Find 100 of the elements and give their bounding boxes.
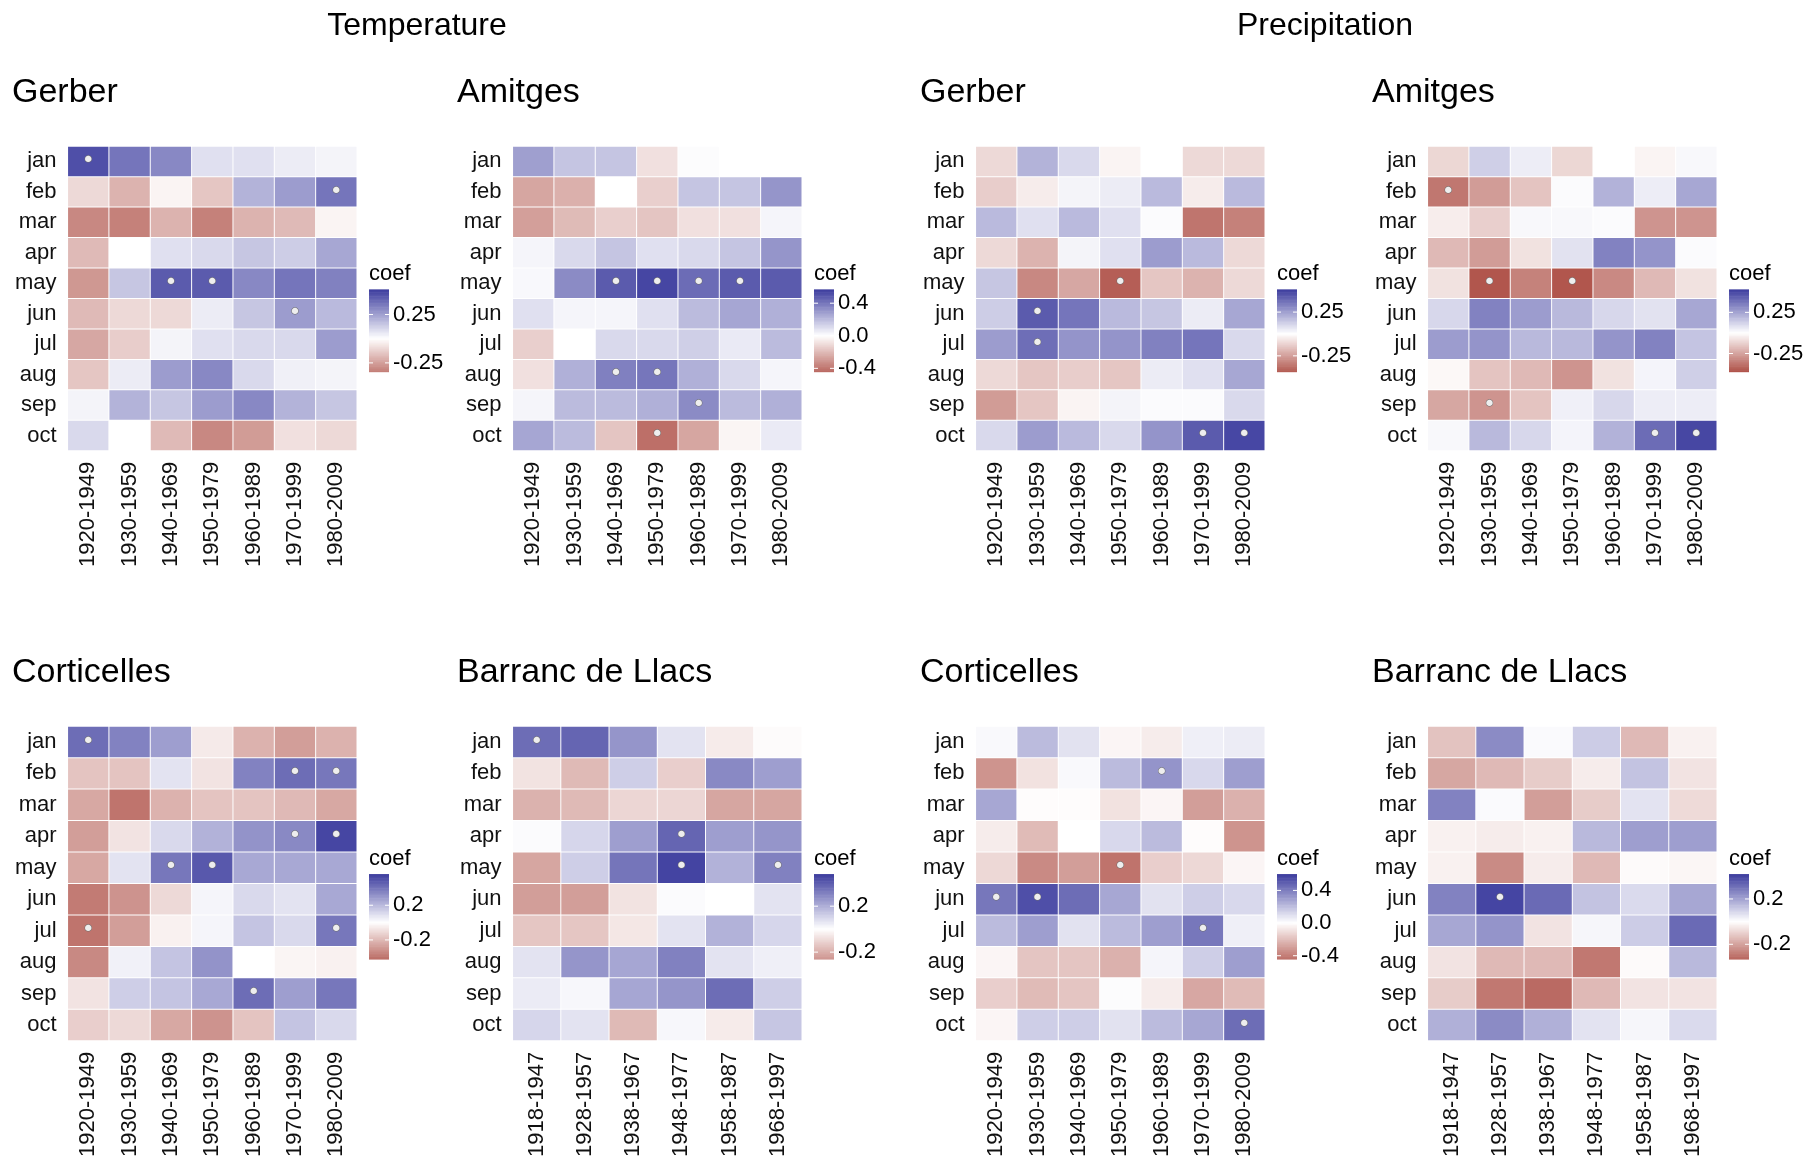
y-tick-label: feb xyxy=(933,177,965,203)
y-tick-label: jan xyxy=(26,147,57,173)
x-tick-label: 1938-1967 xyxy=(1534,1051,1560,1158)
color-bar-title: coef xyxy=(369,260,412,286)
y-tick-label: sep xyxy=(21,391,57,417)
y-tick-label: oct xyxy=(935,421,965,447)
x-tick-label: 1980-2009 xyxy=(1230,461,1256,568)
data-label: • xyxy=(674,822,688,848)
data-label: • xyxy=(650,360,664,386)
x-tick-label: 1930-1959 xyxy=(560,461,586,568)
chart-title: Corticelles xyxy=(920,650,1080,691)
x-tick-label: 1950-1979 xyxy=(1558,461,1584,568)
color-bar-title: coef xyxy=(814,845,857,871)
data-label: • xyxy=(989,884,1003,910)
y-tick-label: feb xyxy=(470,759,502,785)
data-label: • xyxy=(1483,390,1497,416)
color-bar-label: -0.25 xyxy=(1301,341,1352,367)
data-label: • xyxy=(1031,329,1045,355)
y-tick-label: mar xyxy=(1378,208,1417,234)
x-tick-label: 1918-1947 xyxy=(522,1051,548,1158)
y-tick-label: jul xyxy=(1393,916,1417,942)
y-tick-label: may xyxy=(460,853,502,879)
y-tick-label: jul xyxy=(941,916,965,942)
y-tick-label: jul xyxy=(33,916,57,942)
y-tick-label: jan xyxy=(1386,727,1417,753)
data-label: • xyxy=(1196,421,1210,447)
chart-title: Gerber xyxy=(12,71,118,109)
y-tick-label: feb xyxy=(25,759,57,785)
color-bar-label: -0.25 xyxy=(1753,339,1804,365)
data-label: • xyxy=(247,979,261,1005)
x-tick-label: 1920-1949 xyxy=(1434,461,1460,568)
color-bar-label: 0.25 xyxy=(393,300,436,326)
y-tick-label: aug xyxy=(1379,360,1417,386)
x-tick-label: 1968-1997 xyxy=(1678,1051,1704,1158)
data-label: • xyxy=(1237,421,1251,447)
y-tick-label: mar xyxy=(926,790,965,816)
y-tick-label: feb xyxy=(470,177,502,203)
y-tick-label: mar xyxy=(463,208,502,234)
y-tick-label: oct xyxy=(27,421,57,447)
y-tick-label: apr xyxy=(24,238,57,264)
y-tick-label: jun xyxy=(471,299,502,325)
y-tick-label: sep xyxy=(1381,391,1417,417)
x-tick-label: 1980-2009 xyxy=(1682,461,1708,568)
y-tick-label: jun xyxy=(26,885,57,911)
color-bar-label: 0.2 xyxy=(393,891,424,917)
data-label: • xyxy=(530,727,544,753)
data-label: • xyxy=(692,268,706,294)
chart-title: Barranc de Llacs xyxy=(457,650,714,691)
data-label: • xyxy=(1155,759,1169,785)
color-bar-label: -0.25 xyxy=(393,348,444,374)
y-tick-label: jun xyxy=(1386,885,1417,911)
x-tick-label: 1930-1959 xyxy=(1023,1051,1049,1158)
data-label: • xyxy=(1648,421,1662,447)
x-tick-label: 1920-1949 xyxy=(74,1051,100,1158)
x-tick-label: 1928-1957 xyxy=(570,1051,596,1158)
y-tick-label: apr xyxy=(932,822,965,848)
color-bar-title: coef xyxy=(1729,845,1772,871)
x-tick-label: 1940-1969 xyxy=(1064,1051,1090,1158)
x-tick-label: 1948-1977 xyxy=(1582,1051,1608,1158)
text: Temperature xyxy=(326,6,508,43)
y-tick-label: jun xyxy=(26,299,57,325)
color-bar-title: coef xyxy=(369,845,412,871)
y-tick-label: oct xyxy=(1387,1011,1417,1037)
data-label: • xyxy=(733,268,747,294)
y-tick-label: oct xyxy=(472,421,502,447)
color-bar-label: 0.4 xyxy=(838,289,869,315)
data-label: • xyxy=(1483,268,1497,294)
data-label: • xyxy=(81,916,95,942)
y-tick-label: aug xyxy=(19,948,57,974)
y-tick-label: apr xyxy=(1384,238,1417,264)
chart-title: Corticelles xyxy=(12,651,171,689)
color-bar-title: coef xyxy=(1277,260,1320,286)
x-tick-label: 1960-1989 xyxy=(684,461,710,568)
x-tick-label: 1980-2009 xyxy=(1230,1051,1256,1158)
data-label: • xyxy=(1493,884,1507,910)
y-tick-label: feb xyxy=(1385,177,1417,203)
color-bar-label: 0.4 xyxy=(1301,876,1332,902)
x-tick-label: 1920-1949 xyxy=(982,461,1008,568)
x-tick-label: 1960-1989 xyxy=(239,1051,265,1158)
x-tick-label: 1968-1997 xyxy=(763,1051,789,1158)
x-tick-label: 1930-1959 xyxy=(115,1051,141,1158)
y-tick-label: oct xyxy=(1387,421,1417,447)
data-label: • xyxy=(1031,884,1045,910)
x-tick-label: 1950-1979 xyxy=(198,461,224,568)
data-label: • xyxy=(329,916,343,942)
y-tick-label: feb xyxy=(1385,759,1417,785)
color-bar-label: -0.2 xyxy=(393,925,431,951)
y-tick-label: aug xyxy=(927,360,965,386)
x-tick-label: 1930-1959 xyxy=(115,461,141,568)
data-label: • xyxy=(81,147,95,173)
color-bar-label: 0.2 xyxy=(838,892,869,918)
x-tick-label: 1980-2009 xyxy=(322,461,348,568)
chart-title: Amitges xyxy=(457,70,581,111)
x-tick-label: 1920-1949 xyxy=(519,461,545,568)
x-tick-label: 1980-2009 xyxy=(322,1051,348,1158)
y-tick-label: apr xyxy=(24,822,57,848)
x-tick-label: 1958-1987 xyxy=(1630,1051,1656,1158)
y-tick-label: jun xyxy=(1386,299,1417,325)
y-tick-label: apr xyxy=(469,238,502,264)
color-bar-label: -0.4 xyxy=(838,354,876,380)
